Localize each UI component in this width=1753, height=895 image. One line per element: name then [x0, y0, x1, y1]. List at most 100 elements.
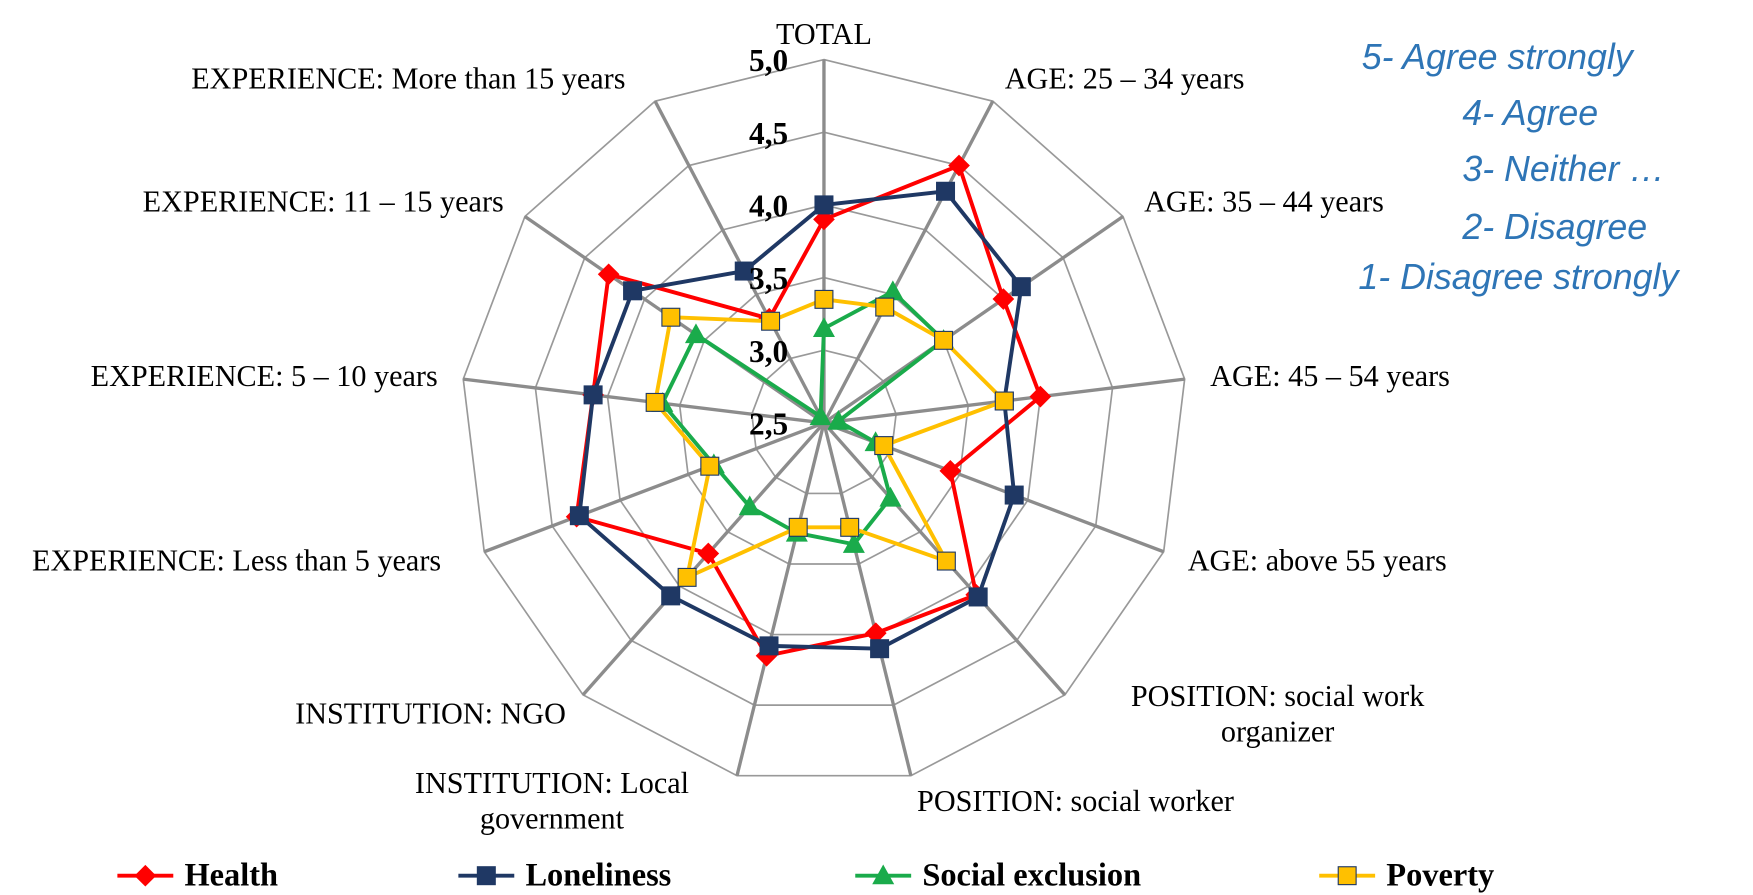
category-label-box: INSTITUTION: Local government — [415, 766, 689, 835]
legend-label: Loneliness — [525, 857, 671, 893]
marker — [870, 639, 890, 659]
spoke — [735, 422, 826, 777]
marker — [879, 486, 902, 507]
marker — [569, 506, 589, 526]
spoke — [822, 422, 913, 777]
marker — [677, 567, 697, 587]
marker — [814, 195, 834, 215]
marker — [827, 409, 850, 430]
category-label-box: POSITION: social work organizer — [1130, 679, 1425, 749]
grid-ring — [678, 276, 970, 565]
marker — [645, 392, 665, 412]
marker — [936, 551, 956, 571]
marker — [788, 517, 808, 537]
category-label-wrap: AGE: above 55 years — [1188, 516, 1753, 605]
marker — [759, 636, 779, 656]
category-label-box: INSTITUTION: NGO — [0, 669, 566, 758]
note-line: 2- Disagree — [1461, 207, 1647, 247]
category-label: INSTITUTION: NGO — [295, 697, 566, 731]
marker — [684, 323, 707, 344]
category-label-box: EXPERIENCE: 5 – 10 years — [0, 331, 438, 420]
marker — [842, 533, 865, 553]
marker — [936, 181, 956, 201]
r-tick-label: 3,5 — [749, 261, 788, 296]
r-tick-label: 2,5 — [749, 407, 788, 442]
category-label: AGE: 45 – 54 years — [1210, 359, 1450, 393]
category-label-box: TOTAL — [489, 0, 1160, 79]
r-tick-label: 4,0 — [749, 189, 788, 224]
marker — [734, 261, 754, 281]
category-label: EXPERIENCE: 11 – 15 years — [142, 185, 504, 219]
category-label-wrap: EXPERIENCE: Less than 5 years — [13, 516, 460, 605]
marker — [992, 288, 1015, 310]
category-label-box: EXPERIENCE: More than 15 years — [174, 34, 644, 123]
legend-label: Social exclusion — [922, 857, 1141, 893]
series-line — [577, 189, 1024, 651]
category-label-box: AGE: above 55 years — [1188, 516, 1753, 605]
category-label: TOTAL — [775, 17, 872, 51]
marker — [812, 317, 835, 338]
marker — [597, 263, 620, 286]
category-label-wrap: INSTITUTION: NGO — [0, 669, 566, 758]
spoke — [483, 421, 825, 554]
marker — [939, 459, 962, 482]
marker — [874, 436, 894, 456]
category-label-wrap: EXPERIENCE: More than 15 years — [174, 34, 644, 123]
marker — [134, 864, 157, 887]
grid-ring — [462, 58, 1186, 777]
marker — [840, 517, 860, 537]
marker — [697, 542, 720, 565]
category-label: AGE: 25 – 34 years — [1004, 61, 1245, 96]
note-line: 3- Neither … — [1462, 149, 1665, 189]
category-label: AGE: above 55 years — [1187, 544, 1447, 578]
category-label-box: AGE: 25 – 34 years — [1004, 61, 1245, 96]
note-line: 4- Agree — [1462, 93, 1598, 133]
category-label-wrap: POSITION: social worker — [917, 756, 1588, 845]
marker — [661, 586, 681, 606]
category-label: EXPERIENCE: More than 15 years — [191, 61, 626, 96]
category-label-wrap: EXPERIENCE: 5 – 10 years — [0, 331, 438, 420]
series-line — [660, 289, 946, 547]
marker — [968, 587, 988, 607]
grid-ring — [534, 131, 1114, 706]
r-tick-label: 5,0 — [749, 43, 788, 78]
category-label: EXPERIENCE: 5 – 10 years — [90, 359, 438, 393]
category-label-box: EXPERIENCE: Less than 5 years — [13, 516, 460, 605]
category-label-box: POSITION: social worker — [917, 756, 1588, 845]
category-label: POSITION: social work organizer — [1130, 679, 1425, 749]
note-line: 5- Agree strongly — [1362, 37, 1635, 77]
category-label-box: EXPERIENCE: 11 – 15 years — [0, 157, 504, 246]
legend-label: Health — [184, 857, 278, 893]
category-label: AGE: 35 – 44 years — [1144, 185, 1384, 219]
marker — [1029, 385, 1052, 408]
marker — [1011, 277, 1031, 297]
note-line: 1- Disagree strongly — [1358, 257, 1680, 297]
marker — [1337, 866, 1357, 886]
marker — [583, 385, 603, 405]
series-line — [653, 297, 1007, 580]
marker — [872, 864, 895, 885]
category-label: EXPERIENCE: Less than 5 years — [32, 544, 442, 578]
category-label-box: AGE: 35 – 44 years — [1144, 157, 1753, 246]
marker — [738, 495, 761, 516]
marker — [623, 281, 643, 301]
marker — [700, 456, 720, 476]
category-label-wrap: AGE: 35 – 44 years — [1144, 157, 1753, 246]
marker — [881, 280, 904, 301]
series-line — [574, 163, 1043, 658]
marker — [661, 307, 681, 327]
marker — [476, 866, 496, 886]
marker — [1004, 485, 1024, 505]
category-label-wrap: EXPERIENCE: 11 – 15 years — [0, 157, 504, 246]
marker — [934, 330, 954, 350]
category-label-wrap: TOTAL — [489, 0, 1160, 79]
r-tick-label: 4,5 — [749, 116, 788, 151]
marker — [814, 289, 834, 309]
r-tick-label: 3,0 — [749, 334, 788, 369]
marker — [875, 297, 895, 317]
marker — [761, 311, 781, 331]
category-label: POSITION: social worker — [917, 783, 1234, 818]
category-label-wrap: AGE: 45 – 54 years — [1210, 331, 1753, 420]
spoke — [823, 215, 1124, 425]
